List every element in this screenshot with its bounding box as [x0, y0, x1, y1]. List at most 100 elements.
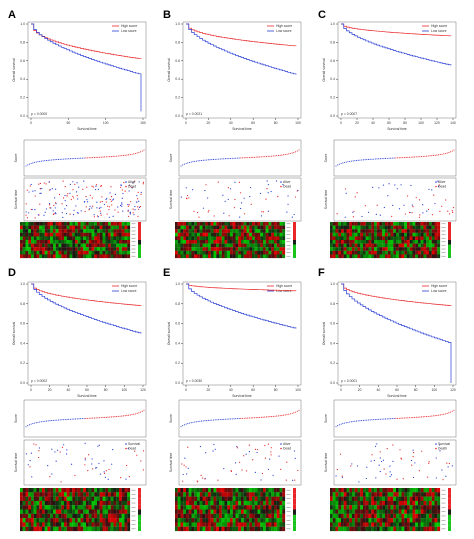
- heatmap-cell: [232, 254, 236, 259]
- heatmap-cell: [260, 513, 264, 519]
- heatmap-cell: [219, 505, 222, 510]
- risk-point: [257, 416, 259, 419]
- heatmap-key-cell: [448, 509, 451, 515]
- risk-point: [231, 418, 233, 420]
- scatter-legend-dot-2: [435, 185, 437, 188]
- km-xtick-label: 60: [251, 121, 255, 125]
- km-xtick-label: 40: [371, 121, 375, 125]
- heatmap-cell: [205, 240, 209, 244]
- heatmap-cell: [61, 254, 65, 259]
- heatmap-cell: [363, 522, 366, 527]
- risk-point: [81, 157, 83, 159]
- heatmap-cell: [177, 254, 181, 259]
- heatmap-cell: [376, 229, 380, 233]
- risk-point: [424, 416, 426, 418]
- heatmap-cell: [39, 522, 43, 527]
- heatmap-cell: [426, 509, 430, 514]
- heatmap-cell: [108, 229, 111, 233]
- heatmap-cell: [238, 247, 242, 251]
- heatmap-cell: [50, 492, 54, 497]
- heatmap-cell: [197, 509, 200, 514]
- heatmap-cell: [216, 247, 220, 251]
- heatmap-cell: [385, 222, 388, 226]
- heatmap-cell: [94, 526, 98, 532]
- heatmap-cell: [28, 518, 32, 523]
- heatmap-cell: [177, 522, 181, 527]
- risk-point: [202, 159, 204, 161]
- legend-high-label: High score: [431, 284, 447, 288]
- heatmap-cell: [119, 229, 122, 233]
- heatmap-cell: [332, 225, 336, 230]
- risk-point: [288, 153, 290, 155]
- heatmap-cell: [230, 236, 233, 241]
- heatmap-cell: [376, 247, 380, 251]
- scatter-point: [45, 183, 47, 185]
- heatmap-cell: [202, 513, 206, 519]
- heatmap-cell: [341, 240, 344, 244]
- pvalue: p = 0.0002: [31, 379, 47, 383]
- heatmap-cell: [33, 247, 37, 251]
- heatmap-cell: [197, 229, 200, 233]
- heatmap-cell: [385, 505, 388, 510]
- heatmap-cell: [238, 236, 242, 241]
- heatmap-cell: [191, 232, 195, 237]
- heatmap-cell: [224, 250, 228, 255]
- heatmap-cell: [199, 250, 203, 255]
- heatmap-cell: [371, 232, 375, 237]
- heatmap-cell: [210, 518, 214, 523]
- scatter-point: [297, 469, 299, 472]
- scatter-point: [105, 201, 107, 203]
- heatmap-cell: [243, 243, 247, 248]
- km-xlabel: Survival time: [387, 127, 407, 131]
- heatmap-cell: [252, 222, 255, 226]
- scatter-point: [410, 184, 412, 187]
- scatter-legend-label-1: Alive: [283, 442, 290, 446]
- heatmap-cell: [188, 518, 192, 523]
- heatmap-cell: [360, 522, 364, 527]
- heatmap-cell: [72, 496, 76, 501]
- heatmap-cell: [75, 505, 78, 510]
- risk-point: [45, 159, 48, 162]
- heatmap-key-cell: [293, 504, 296, 510]
- heatmap-cell: [371, 496, 375, 501]
- scatter-point: [421, 450, 423, 452]
- heatmap-cell: [415, 488, 419, 493]
- heatmap-cell: [53, 225, 56, 230]
- km-curve-low: [186, 23, 297, 75]
- scatter-point: [50, 207, 52, 209]
- heatmap-cell: [352, 236, 355, 241]
- risk-point: [85, 157, 87, 159]
- heatmap-cell: [188, 509, 192, 514]
- heatmap-cell: [376, 225, 380, 230]
- heatmap-cell: [387, 509, 391, 514]
- heatmap-cell: [86, 254, 89, 259]
- heatmap-cell: [183, 513, 187, 519]
- heatmap-cell: [243, 236, 247, 241]
- heatmap-cell: [398, 513, 402, 519]
- scatter-point: [285, 479, 287, 481]
- heatmap-cell: [91, 250, 95, 255]
- heatmap-cell: [338, 222, 342, 226]
- km-xtick-label: 60: [395, 388, 399, 392]
- heatmap-cell: [83, 240, 87, 244]
- heatmap-cell: [177, 496, 181, 501]
- heatmap-cell: [354, 500, 358, 506]
- km-frame: [27, 21, 147, 119]
- heatmap-cell: [429, 240, 432, 244]
- risk-point: [415, 156, 417, 158]
- risk-point: [354, 160, 356, 162]
- heatmap-cell: [210, 488, 214, 493]
- scatter-point: [61, 203, 63, 205]
- risk-point: [209, 159, 211, 161]
- heatmap-cell: [94, 236, 98, 241]
- heatmap-cell: [124, 496, 128, 501]
- heatmap-cell: [349, 247, 353, 251]
- heatmap-cell: [423, 247, 427, 251]
- heatmap-cell: [368, 225, 372, 230]
- heatmap-cell: [124, 236, 128, 241]
- heatmap-cell: [97, 518, 100, 523]
- scatter-point: [431, 189, 433, 191]
- heatmap-cell: [254, 222, 258, 226]
- heatmap-cell: [205, 518, 209, 523]
- heatmap-cell: [108, 522, 111, 527]
